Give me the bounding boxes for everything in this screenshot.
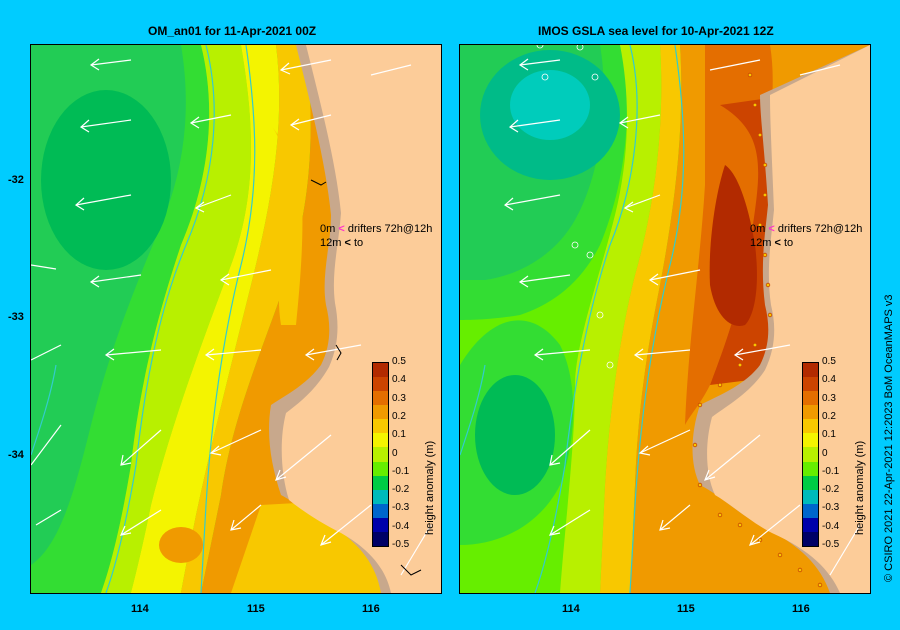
colorbar-segment — [803, 433, 818, 448]
colorbar-tick-label: 0.4 — [822, 374, 836, 386]
x-tick-right-115: 115 — [677, 603, 695, 615]
colorbar-tick-label: -0.4 — [822, 520, 840, 532]
altimeter-dots — [692, 72, 823, 588]
colorbar-segment — [803, 447, 818, 463]
x-tick-left-116: 116 — [362, 603, 380, 615]
field-eddy-south — [475, 375, 555, 495]
colorbar-segment — [373, 377, 388, 392]
colorbar-segment — [803, 475, 818, 491]
colorbar-segment — [373, 433, 388, 448]
colorbar-tick-label: -0.1 — [822, 465, 840, 477]
y-tick-34: -34 — [8, 449, 24, 461]
colorbar-tick-label: -0.3 — [392, 502, 410, 514]
colorbar-segment — [373, 391, 388, 406]
credit-text: © CSIRO 2021 22-Apr-2021 12:2023 BoM Oce… — [883, 294, 895, 582]
field-max — [709, 165, 757, 326]
bathy-contour-3 — [460, 364, 486, 456]
colorbar-tick-label: 0.3 — [822, 392, 836, 404]
colorbar-segment — [803, 419, 818, 434]
field-yellow — [131, 45, 280, 593]
colorbar-segment — [803, 405, 818, 420]
y-tick-32: -32 — [8, 174, 24, 186]
colorbar-tick-label: -0.3 — [822, 502, 840, 514]
map-right-svg — [460, 45, 870, 593]
bathy-contour-2 — [629, 45, 685, 593]
colorbar-segment — [803, 391, 818, 406]
bathy-contour-3 — [31, 364, 57, 456]
map-panel-right — [459, 44, 871, 594]
colorbar-segment — [373, 503, 388, 519]
x-tick-right-114: 114 — [562, 603, 580, 615]
colorbar-segment — [803, 503, 818, 519]
colorbar-tick-label: 0.1 — [822, 429, 836, 441]
drifter-legend-line1: 0m < drifters 72h@12h — [320, 223, 433, 235]
colorbar-segment — [373, 419, 388, 434]
observation-circles — [536, 45, 614, 369]
islands-left — [310, 179, 422, 576]
map-panel-left — [30, 44, 442, 594]
drifter-legend-line1-right: 0m < drifters 72h@12h — [750, 223, 863, 235]
colorbar-segment — [373, 489, 388, 505]
colorbar-title: height anomaly (m) — [424, 440, 436, 535]
colorbar-gradient — [372, 362, 389, 547]
colorbar-tick-label: -0.5 — [822, 539, 840, 550]
field-gold — [600, 45, 682, 593]
colorbar-tick-label: -0.5 — [392, 539, 410, 550]
panel-title-left: OM_an01 for 11-Apr-2021 00Z — [148, 24, 317, 38]
colorbar-segment — [373, 517, 388, 533]
colorbar-segment — [373, 363, 388, 378]
colorbar-segment — [803, 363, 818, 378]
colorbar-segment — [373, 531, 388, 547]
colorbar-tick-label: 0 — [822, 447, 828, 459]
colorbar-segment — [373, 475, 388, 491]
colorbar-tick-label: 0.1 — [392, 429, 406, 441]
colorbar-tick-label: 0.5 — [822, 356, 836, 367]
land — [281, 45, 441, 593]
colorbar-tick-label: -0.2 — [392, 484, 410, 496]
map-left-svg — [31, 45, 441, 593]
field-gold-filament — [271, 125, 303, 325]
colorbar-tick-label: 0.5 — [392, 356, 406, 367]
colorbar-tick-label: 0 — [392, 447, 398, 459]
colorbar-tick-label: 0.3 — [392, 392, 406, 404]
colorbar-segment — [373, 447, 388, 463]
colorbar-tick-label: -0.2 — [822, 484, 840, 496]
colorbar-segment — [803, 377, 818, 392]
field-yellowgreen — [560, 45, 662, 593]
drifter-legend-line2: 12m < to — [320, 237, 364, 249]
x-tick-left-115: 115 — [247, 603, 265, 615]
y-tick-33: -33 — [8, 311, 24, 323]
land — [707, 45, 870, 593]
field-gold — [181, 45, 311, 593]
drifter-legend-line2-right: 12m < to — [750, 237, 794, 249]
colorbar-tick-label: -0.4 — [392, 520, 410, 532]
colorbar-gradient — [802, 362, 819, 547]
colorbar-tick-label: 0.2 — [392, 410, 406, 422]
velocity-arrows-left — [31, 58, 432, 576]
colorbar-segment — [803, 517, 818, 533]
field-orange-spot — [159, 527, 203, 563]
colorbar-segment — [373, 461, 388, 477]
colorbar-segment — [373, 405, 388, 420]
colorbar-tick-label: -0.1 — [392, 465, 410, 477]
x-tick-left-114: 114 — [131, 603, 149, 615]
field-eddy-north-core — [510, 70, 590, 140]
colorbar-segment — [803, 489, 818, 505]
field-yellowgreen — [101, 45, 251, 593]
x-tick-right-116: 116 — [792, 603, 810, 615]
colorbar-tick-label: 0.4 — [392, 374, 406, 386]
panel-title-right: IMOS GSLA sea level for 10-Apr-2021 12Z — [538, 24, 774, 38]
velocity-arrows-right — [503, 58, 861, 576]
colorbar-segment — [803, 461, 818, 477]
bathy-contour-2 — [200, 45, 256, 593]
colorbar-title: height anomaly (m) — [854, 440, 866, 535]
field-eddy-core — [41, 90, 171, 270]
colorbar-segment — [803, 531, 818, 547]
colorbar-tick-label: 0.2 — [822, 410, 836, 422]
